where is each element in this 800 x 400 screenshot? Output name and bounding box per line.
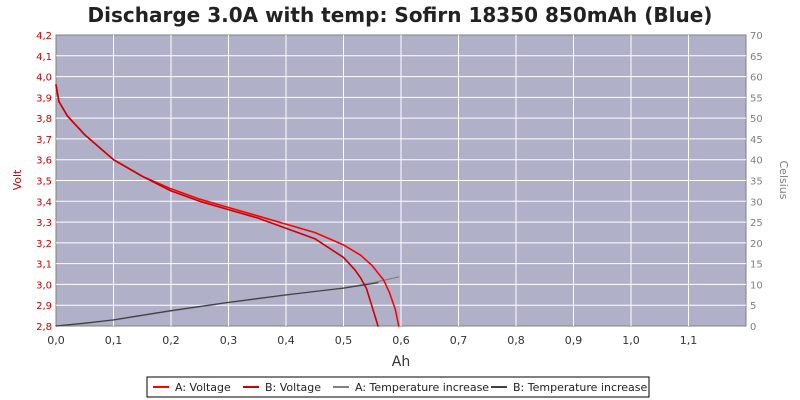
left-axis-title: Volt [11,169,24,190]
y-left-tick-label: 4,0 [36,73,52,84]
y-right-tick-label: 20 [750,239,763,250]
y-left-tick-label: 4,2 [36,31,52,42]
y-left-tick-label: 3,6 [36,156,52,167]
series-line-b-temperature-increase [55,282,379,327]
legend-box [146,376,650,398]
grid-lines [56,35,746,326]
tick-labels: 2,8 0 2,9 5 3,0 10 3,1 15 3,2 20 3,3 25 3,4 30 3,5 35 3,… [36,31,763,347]
chart-title: Discharge 3.0A with temp: Sofirn 18350 8… [88,3,713,27]
x-tick-label: 0,6 [392,334,410,347]
y-left-tick-label: 3,1 [36,260,52,271]
x-tick-label: 0,7 [450,334,468,347]
y-left-tick-label: 2,8 [36,322,52,333]
x-tick-label: 0,2 [162,334,180,347]
x-tick-label: 0,3 [220,334,238,347]
y-right-tick-label: 5 [750,301,756,312]
y-right-tick-label: 25 [750,218,763,229]
x-tick-label: 0,5 [335,334,353,347]
x-tick-label: 0,1 [105,334,123,347]
y-left-tick-label: 3,8 [36,114,52,125]
legend-label-a-voltage: A: Voltage [175,381,231,394]
y-right-tick-label: 50 [750,114,763,125]
y-right-tick-label: 55 [750,93,763,104]
y-left-tick-label: 4,1 [36,52,52,63]
y-right-tick-label: 60 [750,73,763,84]
legend-label-b-temp: B: Temperature increase [513,381,648,394]
y-right-tick-label: 70 [750,31,763,42]
right-axis-title: Celsius [777,161,790,200]
y-right-tick-label: 40 [750,156,763,167]
x-tick-label: 0,9 [565,334,583,347]
y-left-tick-label: 3,9 [36,93,52,104]
series-line-b-voltage [55,84,379,327]
legend-label-a-temp: A: Temperature increase [355,381,489,394]
x-tick-label: 0,4 [277,334,295,347]
x-tick-label: 0,0 [47,334,65,347]
y-right-tick-label: 10 [750,280,763,291]
y-right-tick-label: 35 [750,177,763,188]
y-right-tick-label: 65 [750,52,763,63]
y-right-tick-label: 45 [750,135,763,146]
x-tick-label: 1,0 [622,334,640,347]
x-tick-label: 0,8 [507,334,525,347]
y-left-tick-label: 3,3 [36,218,52,229]
y-right-tick-label: 0 [750,322,756,333]
y-left-tick-label: 3,7 [36,135,52,146]
x-tick-label: 1,1 [680,334,698,347]
legend: A: Voltage B: Voltage A: Temperature inc… [146,376,650,398]
y-left-tick-label: 3,2 [36,239,52,250]
y-right-tick-label: 15 [750,260,763,271]
y-right-tick-label: 30 [750,197,763,208]
y-left-tick-label: 3,4 [36,197,52,208]
series-lines [55,84,400,327]
y-left-tick-label: 3,0 [36,280,52,291]
x-axis-title: Ah [392,354,410,370]
y-left-tick-label: 3,5 [36,177,52,188]
legend-label-b-voltage: B: Voltage [265,381,321,394]
y-left-tick-label: 2,9 [36,301,52,312]
